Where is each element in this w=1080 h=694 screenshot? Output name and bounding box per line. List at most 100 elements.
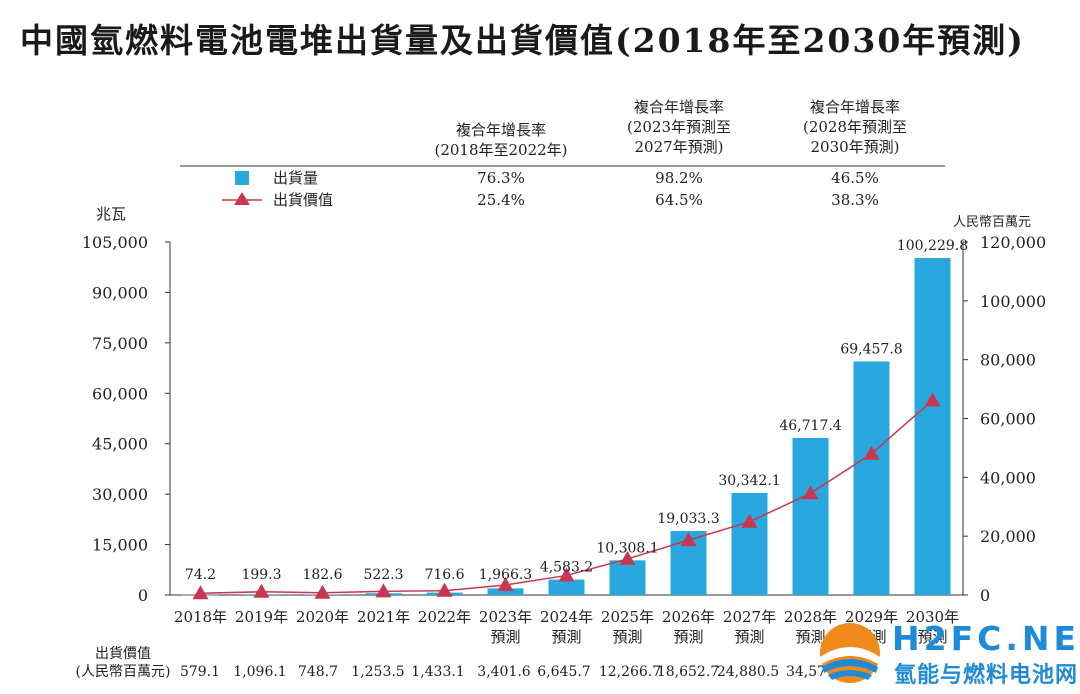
line-point-marker xyxy=(558,567,575,582)
right-axis-label: 人民幣百萬元 xyxy=(953,215,1031,230)
bar-data-label: 10,308.1 xyxy=(596,540,658,556)
cagr-header-line: (2028年預測至 xyxy=(803,118,907,136)
watermark-subtext: 氫能与燃料电池网 xyxy=(894,663,1079,688)
line-point-marker xyxy=(680,532,697,547)
x-tick-label: 預測 xyxy=(734,628,764,646)
bar xyxy=(609,560,646,595)
right-tick-label: 100,000 xyxy=(980,292,1046,311)
line-point-marker xyxy=(863,445,880,460)
line-point-marker xyxy=(619,550,636,565)
bar-data-label: 69,457.8 xyxy=(840,341,902,357)
line-point-marker xyxy=(802,485,819,500)
watermark-logo-icon xyxy=(820,623,880,683)
right-tick-label: 0 xyxy=(980,586,990,605)
x-tick-label: 2028年 xyxy=(784,608,837,626)
line-series xyxy=(192,392,941,600)
line-point-marker xyxy=(436,582,453,597)
right-tick-label: 80,000 xyxy=(980,351,1036,370)
cagr-header-line: 複合年增長率 xyxy=(456,121,546,139)
left-tick-label: 45,000 xyxy=(92,435,148,454)
value-row-cell: 3,401.6 xyxy=(477,664,531,680)
line-point-marker xyxy=(314,584,331,599)
line-point-marker xyxy=(192,585,209,600)
left-tick-label: 0 xyxy=(138,586,148,605)
bar-series xyxy=(182,258,951,596)
x-tick-label: 2021年 xyxy=(357,608,410,626)
bar-data-label: 522.3 xyxy=(363,567,403,583)
x-tick-label: 2026年 xyxy=(662,608,715,626)
value-row-subtitle: (人民幣百萬元) xyxy=(76,664,171,680)
legend-swatch-bar xyxy=(235,171,249,185)
cagr-value: 46.5% xyxy=(831,169,879,187)
cagr-value: 98.2% xyxy=(655,169,703,187)
x-tick-label: 2025年 xyxy=(601,608,654,626)
value-row-cell: 579.1 xyxy=(180,664,220,680)
legend-label: 出貨價值 xyxy=(273,191,333,209)
value-row-title: 出貨價值 xyxy=(95,645,151,662)
bar-data-label: 46,717.4 xyxy=(779,418,841,434)
watermark-text: H2FC.NET xyxy=(892,619,1080,658)
bar xyxy=(792,437,829,595)
x-tick-label: 2024年 xyxy=(540,608,593,626)
bar-data-label: 199.3 xyxy=(241,567,281,583)
line-point-marker xyxy=(741,513,758,528)
line-point-marker xyxy=(253,583,270,598)
value-row-cell: 1,096.1 xyxy=(233,664,286,680)
bar-data-label: 182.6 xyxy=(302,567,342,583)
bar-data-label: 30,342.1 xyxy=(718,473,780,489)
cagr-value: 76.3% xyxy=(477,169,525,187)
line-point-marker xyxy=(375,583,392,598)
cagr-header-line: 2027年預測) xyxy=(634,138,723,156)
bar-data-label: 19,033.3 xyxy=(657,511,719,527)
cagr-header-line: (2018年至2022年) xyxy=(434,141,567,159)
cagr-value: 25.4% xyxy=(477,191,525,209)
value-row-cell: 12,266.7 xyxy=(599,664,661,680)
line-point-marker xyxy=(924,392,941,407)
cagr-header-line: 複合年增長率 xyxy=(634,98,724,116)
chart-title: 中國氫燃料電池電堆出貨量及出貨價值(2018年至2030年預測) xyxy=(20,21,1025,60)
legend-label: 出貨量 xyxy=(273,169,318,187)
x-tick-label: 預測 xyxy=(795,628,825,646)
watermark: H2FC.NET 氫能与燃料电池网 xyxy=(808,617,1080,689)
bar-data-label: 1,966.3 xyxy=(479,567,532,583)
bar xyxy=(914,258,951,595)
value-row-cell: 34,57 xyxy=(786,664,826,680)
data-labels: 74.2 199.3 182.6 522.3 716.6 1,966.3 4,583.210… xyxy=(185,238,968,583)
line-point-marker xyxy=(497,576,514,591)
left-tick-label: 15,000 xyxy=(92,536,148,555)
x-tick-label: 預測 xyxy=(490,628,520,646)
value-row-cell: 1,253.5 xyxy=(351,664,404,680)
right-tick-label: 60,000 xyxy=(980,410,1036,429)
cagr-header-line: (2023年預測至 xyxy=(627,118,731,136)
right-tick-label: 20,000 xyxy=(980,527,1036,546)
x-tick-label: 2020年 xyxy=(296,608,349,626)
left-tick-label: 30,000 xyxy=(92,485,148,504)
bar-data-label: 716.6 xyxy=(424,567,464,583)
cagr-value: 64.5% xyxy=(655,191,703,209)
value-row-cell: 748.7 xyxy=(298,664,338,680)
left-axis-label: 兆瓦 xyxy=(96,205,126,223)
right-tick-label: 40,000 xyxy=(980,468,1036,487)
bar xyxy=(731,492,768,595)
x-tick-label: 預測 xyxy=(612,628,642,646)
x-tick-label: 2030年 xyxy=(906,608,959,626)
value-row-cell: 24,880.5 xyxy=(717,664,779,680)
legend-marker-icon xyxy=(234,192,250,205)
x-tick-label: 預測 xyxy=(917,628,947,646)
bar xyxy=(853,361,890,595)
cagr-header-line: 複合年增長率 xyxy=(810,98,900,116)
x-tick-label: 2019年 xyxy=(235,608,288,626)
left-tick-label: 105,000 xyxy=(82,233,148,252)
x-tick-label: 預測 xyxy=(551,628,581,646)
value-row-cell: 6,645.7 xyxy=(537,664,590,680)
x-tick-label: 2023年 xyxy=(479,608,532,626)
left-tick-label: 60,000 xyxy=(92,384,148,403)
x-tick-label: 預測 xyxy=(673,628,703,646)
x-tick-label: 2022年 xyxy=(418,608,471,626)
cagr-value: 38.3% xyxy=(831,191,879,209)
cagr-table: 複合年增長率 (2018年至2022年) 複合年增長率 (2023年預測至 2027年預… xyxy=(180,98,945,209)
axes: 兆瓦 人民幣百萬元 0 15,000 30,000 45,000 60,000 75,000 9… xyxy=(82,205,1046,646)
bar-data-label: 100,229.8 xyxy=(897,238,968,254)
bar-data-label: 4,583.2 xyxy=(540,560,593,576)
